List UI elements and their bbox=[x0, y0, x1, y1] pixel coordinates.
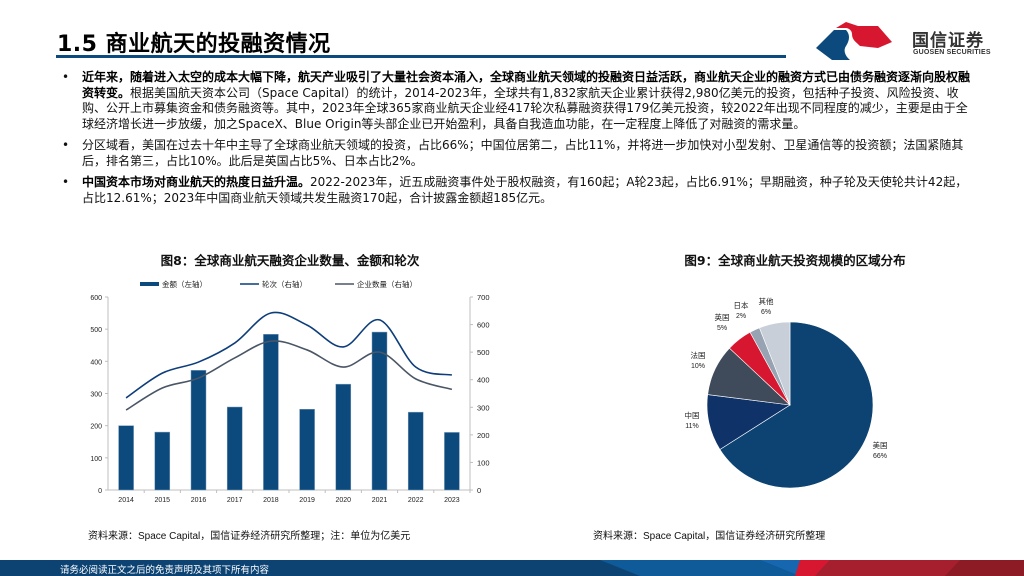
bullet-item: • 分区域看，美国在过去十年中主导了全球商业航天领域的投资，占比66%；中国位居… bbox=[60, 138, 970, 169]
svg-text:0: 0 bbox=[98, 488, 102, 495]
svg-text:500: 500 bbox=[477, 348, 490, 357]
bullet-body: 分区域看，美国在过去十年中主导了全球商业航天领域的投资，占比66%；中国位居第二… bbox=[82, 138, 964, 168]
svg-text:2017: 2017 bbox=[227, 497, 243, 504]
svg-text:600: 600 bbox=[90, 295, 102, 302]
svg-text:100: 100 bbox=[90, 456, 102, 463]
bullet-dot-icon: • bbox=[62, 70, 70, 84]
svg-text:5%: 5% bbox=[717, 325, 727, 332]
page-title: 1.5 商业航天的投融资情况 bbox=[57, 32, 331, 57]
svg-text:2023: 2023 bbox=[444, 497, 460, 504]
footer-disclaimer: 请务必阅读正文之后的免责声明及其项下所有内容 bbox=[60, 565, 270, 576]
guosen-logo-icon bbox=[816, 22, 892, 60]
svg-text:其他: 其他 bbox=[759, 296, 774, 306]
svg-text:2014: 2014 bbox=[118, 497, 134, 504]
svg-text:中国: 中国 bbox=[685, 410, 700, 420]
svg-text:轮次（右轴）: 轮次（右轴） bbox=[262, 279, 307, 289]
svg-text:400: 400 bbox=[477, 376, 490, 385]
svg-text:66%: 66% bbox=[873, 453, 887, 460]
bullet-body: 根据美国航天资本公司（Space Capital）的统计，2014-2023年，… bbox=[82, 85, 968, 131]
svg-text:2015: 2015 bbox=[155, 497, 171, 504]
figure8-source: 资料来源：Space Capital，国信证券经济研究所整理；注：单位为亿美元 bbox=[88, 531, 411, 542]
svg-text:6%: 6% bbox=[761, 309, 771, 316]
svg-text:法国: 法国 bbox=[691, 350, 706, 360]
svg-text:2019: 2019 bbox=[299, 497, 315, 504]
bullet-body: 2022-2023年，近五成融资事件处于股权融资，有160起；A轮23起，占比6… bbox=[82, 175, 968, 205]
bullet-lead: 中国资本市场对商业航天的热度日益升温。 bbox=[82, 175, 311, 189]
figure9-source: 资料来源：Space Capital，国信证券经济研究所整理 bbox=[593, 531, 826, 542]
footer-stripe-graphic bbox=[0, 560, 1024, 576]
svg-text:100: 100 bbox=[477, 458, 490, 467]
svg-text:500: 500 bbox=[90, 327, 102, 334]
svg-text:美国: 美国 bbox=[873, 440, 888, 450]
title-divider bbox=[56, 55, 786, 58]
svg-text:2020: 2020 bbox=[336, 497, 352, 504]
bullet-lead: 近年来，随着进入太空的成本大幅下降，航天产业吸引了大量社会资本涌入，全球商业航天… bbox=[82, 70, 971, 100]
svg-text:企业数量（右轴）: 企业数量（右轴） bbox=[357, 279, 417, 289]
company-logo: 国信证券 GUOSEN SECURITIES bbox=[812, 20, 1012, 60]
svg-text:600: 600 bbox=[477, 321, 490, 330]
logo-text-cn: 国信证券 bbox=[912, 31, 984, 51]
svg-text:英国: 英国 bbox=[715, 312, 730, 322]
bullet-dot-icon: • bbox=[62, 138, 70, 152]
svg-text:400: 400 bbox=[90, 359, 102, 366]
bullet-list: • 近年来，随着进入太空的成本大幅下降，航天产业吸引了大量社会资本涌入，全球商业… bbox=[60, 70, 970, 212]
figure8-combo-chart: 0 100 200 300 400 500 600 0 100 200 300 400 500 600 70… bbox=[90, 279, 490, 504]
svg-text:11%: 11% bbox=[685, 423, 699, 430]
svg-text:300: 300 bbox=[90, 392, 102, 399]
svg-text:2021: 2021 bbox=[372, 497, 388, 504]
svg-text:200: 200 bbox=[477, 431, 490, 440]
svg-text:2018: 2018 bbox=[263, 497, 279, 504]
bullet-dot-icon: • bbox=[62, 175, 70, 189]
logo-text-en: GUOSEN SECURITIES bbox=[913, 49, 991, 56]
bullet-item: • 近年来，随着进入太空的成本大幅下降，航天产业吸引了大量社会资本涌入，全球商业… bbox=[60, 70, 970, 132]
svg-text:300: 300 bbox=[477, 403, 490, 412]
svg-text:金额（左轴）: 金额（左轴） bbox=[162, 279, 207, 289]
footer-bar: 请务必阅读正文之后的免责声明及其项下所有内容 bbox=[0, 560, 1024, 576]
svg-text:2%: 2% bbox=[736, 313, 746, 320]
svg-text:0: 0 bbox=[477, 486, 481, 495]
svg-text:2016: 2016 bbox=[191, 497, 207, 504]
svg-text:700: 700 bbox=[477, 293, 490, 302]
figure9-title: 图9：全球商业航天投资规模的区域分布 bbox=[684, 253, 906, 268]
bullet-item: • 中国资本市场对商业航天的热度日益升温。2022-2023年，近五成融资事件处… bbox=[60, 175, 970, 206]
figure8-title: 图8：全球商业航天融资企业数量、金额和轮次 bbox=[160, 253, 420, 268]
figure9-pie-chart: 美国 66% 中国 11% 法国 10% 英国 5% 日本 2% 其他 6% bbox=[685, 296, 888, 489]
svg-text:10%: 10% bbox=[691, 363, 705, 370]
svg-text:200: 200 bbox=[90, 424, 102, 431]
svg-text:2022: 2022 bbox=[408, 497, 424, 504]
svg-text:日本: 日本 bbox=[734, 300, 749, 310]
